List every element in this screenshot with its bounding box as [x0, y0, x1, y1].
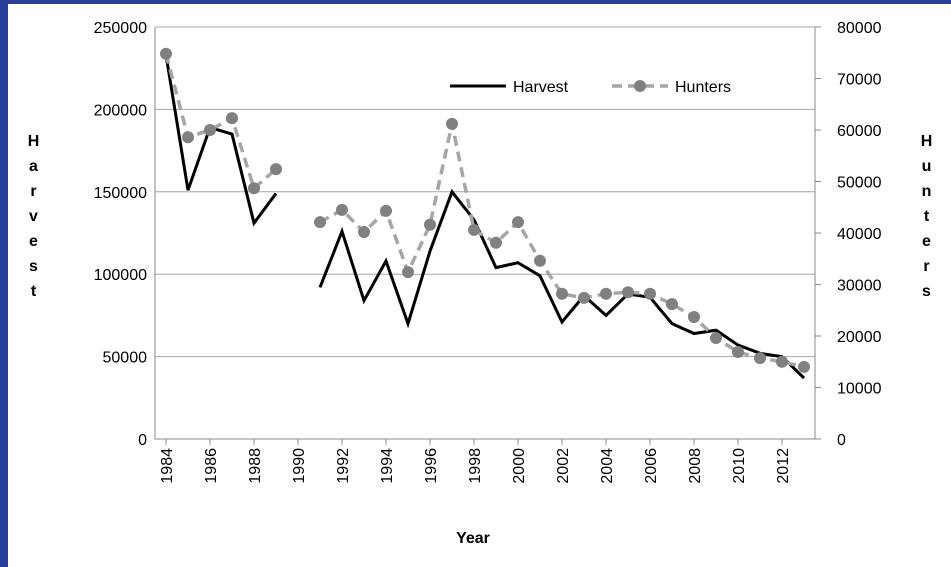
y-tick-label: 250000: [94, 20, 147, 37]
y2-tick-label: 80000: [837, 20, 882, 37]
x-tick-label: 2012: [775, 448, 792, 484]
point: [490, 236, 502, 249]
y-tick-label: 150000: [94, 185, 147, 202]
x-tick-label: 2010: [731, 448, 748, 484]
point: [270, 163, 282, 176]
point: [732, 345, 744, 358]
point: [248, 182, 260, 195]
point: [578, 291, 590, 304]
background: [8, 4, 951, 567]
y2-tick-label: 50000: [837, 175, 882, 192]
x-tick-label: 1984: [159, 448, 176, 484]
y-tick-label: 100000: [94, 267, 147, 284]
point: [666, 298, 678, 311]
point: [336, 203, 348, 216]
x-tick-label: 2000: [511, 448, 528, 484]
x-tick-label: 1988: [247, 448, 264, 484]
point: [600, 287, 612, 300]
y-tick-label: 50000: [103, 350, 148, 367]
point: [204, 124, 216, 136]
point: [424, 218, 436, 231]
x-tick-label: 1994: [379, 448, 396, 484]
x-tick-label: 1992: [335, 448, 352, 484]
point: [358, 225, 370, 238]
y2-tick-label: 70000: [837, 72, 882, 89]
x-tick-label: 2002: [555, 448, 572, 484]
y2-tick-label: 30000: [837, 278, 882, 295]
point: [314, 216, 326, 229]
point: [160, 47, 172, 60]
series-line: [319, 123, 805, 369]
x-tick-label: 2004: [599, 448, 616, 484]
y2-tick-label: 60000: [837, 123, 882, 140]
point: [446, 117, 458, 130]
y2-tick-label: 10000: [837, 381, 882, 398]
x-tick-label: 1996: [423, 448, 440, 484]
point: [556, 287, 568, 300]
series-line: [164, 54, 278, 227]
point: [182, 131, 194, 144]
point: [798, 360, 810, 373]
y-axis-title: Harvest: [25, 133, 42, 308]
point: [688, 310, 700, 323]
point: [710, 332, 722, 345]
legend-label: Harvest: [513, 79, 569, 96]
point: [534, 254, 546, 267]
y2-tick-label: 20000: [837, 329, 882, 346]
point: [776, 355, 788, 368]
legend-marker: [634, 80, 646, 92]
point: [622, 286, 634, 299]
y-tick-label: 0: [138, 432, 147, 449]
legend-label: Hunters: [675, 79, 731, 96]
x-axis-title: Year: [456, 530, 490, 547]
point: [402, 266, 414, 279]
x-tick-label: 1990: [291, 448, 308, 484]
series-line: [318, 188, 806, 380]
point: [644, 287, 656, 300]
y2-tick-label: 0: [837, 432, 846, 449]
y2-tick-label: 40000: [837, 226, 882, 243]
x-tick-label: 2006: [643, 448, 660, 484]
x-tick-label: 2008: [687, 448, 704, 484]
point: [380, 204, 392, 217]
point: [468, 223, 480, 236]
y2-axis-title: Hunters: [918, 133, 935, 308]
point: [754, 352, 766, 365]
x-tick-label: 1986: [203, 448, 220, 484]
y-tick-label: 200000: [94, 102, 147, 119]
point: [512, 216, 524, 229]
point: [226, 112, 238, 125]
x-tick-label: 1998: [467, 448, 484, 484]
